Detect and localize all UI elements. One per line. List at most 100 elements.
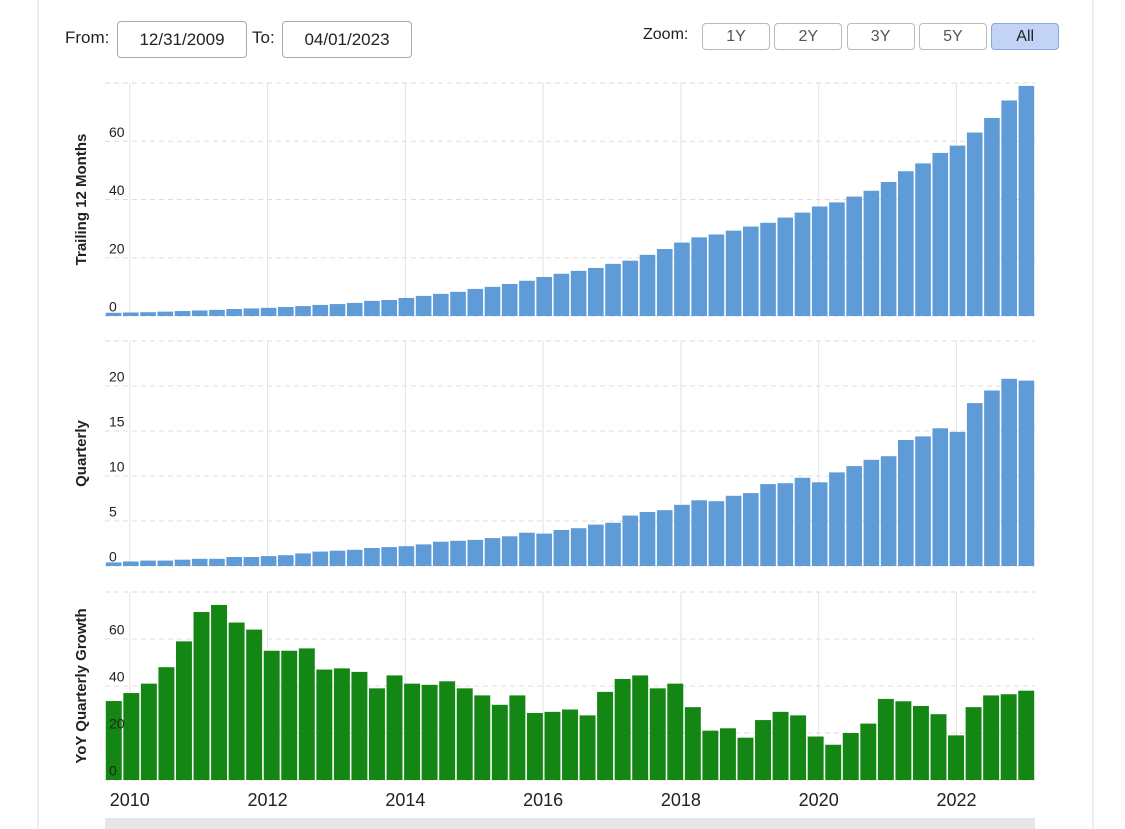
bar (295, 553, 311, 566)
y-tick-label: 40 (109, 182, 125, 198)
to-input[interactable]: 04/01/2023 (282, 21, 412, 58)
zoom-button[interactable]: All (991, 23, 1060, 50)
to-label: To: (252, 28, 275, 47)
bar (708, 501, 725, 566)
from-label: From: (65, 28, 110, 47)
bar (691, 500, 707, 566)
bar (702, 730, 719, 780)
bar (898, 440, 914, 566)
bar (501, 536, 518, 566)
bar (984, 117, 1000, 316)
y-axis-title: Trailing 12 Months (73, 134, 90, 266)
bar (760, 484, 776, 566)
bar (912, 705, 929, 780)
bar (632, 675, 649, 780)
bar (649, 688, 666, 780)
bar (570, 270, 587, 316)
bar (346, 549, 363, 566)
zoom-label: Zoom: (643, 26, 689, 43)
bar (915, 163, 931, 316)
bar (1001, 378, 1017, 566)
bar (329, 550, 346, 566)
bar (597, 691, 614, 780)
bar (1001, 100, 1017, 316)
bar (811, 206, 828, 316)
bar (743, 493, 759, 566)
bar (415, 544, 432, 566)
bar (333, 668, 350, 780)
from-input[interactable]: 12/31/2009 (117, 21, 247, 58)
bar (467, 288, 484, 316)
bar (725, 495, 742, 566)
bar (772, 711, 789, 780)
bar (656, 510, 673, 566)
bar (932, 152, 949, 316)
zoom-button[interactable]: 3Y (846, 23, 915, 50)
bar (863, 459, 880, 566)
bar (622, 515, 639, 566)
y-tick-label: 40 (109, 669, 125, 685)
bar (948, 735, 965, 780)
y-tick-label: 0 (109, 549, 117, 565)
bar (351, 671, 368, 780)
zoom-button[interactable]: 2Y (774, 23, 843, 50)
bar (562, 709, 578, 780)
bar (588, 267, 604, 316)
bar (381, 547, 397, 566)
bar (743, 226, 759, 316)
bar (123, 312, 139, 316)
bar (526, 713, 543, 780)
x-tick-label: 2014 (385, 790, 425, 810)
y-tick-label: 20 (109, 240, 125, 256)
bar (467, 539, 484, 566)
bar (725, 230, 742, 316)
bar (829, 472, 845, 566)
bar (614, 678, 631, 780)
bar (105, 312, 122, 316)
x-tick-label: 2022 (936, 790, 976, 810)
bar (691, 237, 707, 316)
bar (312, 304, 329, 316)
bar (932, 428, 949, 566)
bar (536, 276, 552, 316)
bar (674, 504, 690, 566)
bar (519, 280, 535, 316)
bar (898, 171, 914, 316)
bar (491, 704, 508, 780)
bar (553, 273, 570, 316)
y-tick-label: 10 (109, 459, 125, 475)
bar (708, 234, 725, 316)
bar (191, 310, 208, 316)
bar (439, 681, 456, 780)
y-tick-label: 60 (109, 124, 125, 140)
bar (209, 558, 225, 566)
bar (860, 723, 877, 780)
bar (226, 557, 242, 566)
bar (684, 707, 701, 780)
zoom-button[interactable]: 5Y (918, 23, 987, 50)
x-tick-label: 2012 (248, 790, 288, 810)
bar (404, 683, 421, 780)
bar (966, 132, 983, 316)
zoom-button[interactable]: 1Y (702, 23, 770, 50)
bar (140, 560, 156, 566)
bar (949, 431, 966, 566)
bar (484, 538, 501, 566)
bar (656, 249, 673, 316)
bar (364, 548, 380, 566)
bar (260, 556, 277, 566)
y-tick-label: 5 (109, 504, 117, 520)
bar (1018, 380, 1035, 566)
bar (278, 555, 294, 566)
x-tick-label: 2016 (523, 790, 563, 810)
bar (965, 707, 982, 780)
bar (605, 522, 621, 566)
y-tick-label: 60 (109, 622, 125, 638)
bar (570, 528, 587, 566)
bar (760, 222, 776, 316)
bar (790, 715, 807, 780)
y-axis-title: Quarterly (73, 419, 90, 486)
bar (846, 196, 862, 316)
bar (346, 302, 363, 316)
